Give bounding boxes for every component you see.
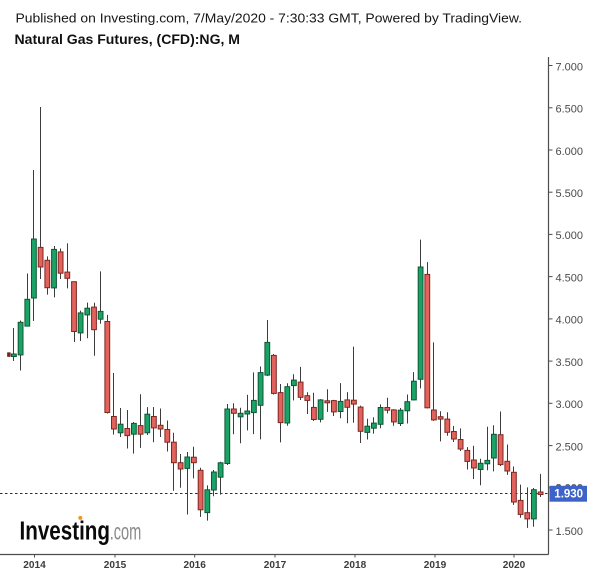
- svg-text:Natural Gas Futures, (CFD):NG,: Natural Gas Futures, (CFD):NG, M: [15, 32, 241, 47]
- svg-text:4.500: 4.500: [556, 272, 584, 284]
- svg-text:7.000: 7.000: [556, 61, 584, 73]
- svg-text:2019: 2019: [424, 560, 447, 571]
- svg-text:3.000: 3.000: [556, 399, 584, 411]
- svg-text:6.500: 6.500: [556, 104, 584, 116]
- svg-text:2.500: 2.500: [556, 441, 584, 453]
- svg-text:2016: 2016: [183, 560, 206, 571]
- svg-text:Published on Investing.com, 7/: Published on Investing.com, 7/May/2020 -…: [16, 11, 523, 26]
- svg-text:2018: 2018: [344, 560, 367, 571]
- svg-text:1.500: 1.500: [556, 526, 584, 538]
- svg-text:.com: .com: [110, 519, 142, 545]
- svg-text:2014: 2014: [23, 560, 46, 571]
- svg-text:5.000: 5.000: [556, 230, 584, 242]
- svg-text:2020: 2020: [503, 560, 526, 571]
- svg-text:2015: 2015: [104, 560, 127, 571]
- svg-text:5.500: 5.500: [556, 188, 584, 200]
- svg-text:2017: 2017: [264, 560, 287, 571]
- svg-text:3.500: 3.500: [556, 357, 584, 369]
- svg-text:6.000: 6.000: [556, 146, 584, 158]
- svg-text:Investing: Investing: [20, 518, 111, 546]
- svg-text:1.930: 1.930: [554, 489, 583, 501]
- svg-text:4.000: 4.000: [556, 315, 584, 327]
